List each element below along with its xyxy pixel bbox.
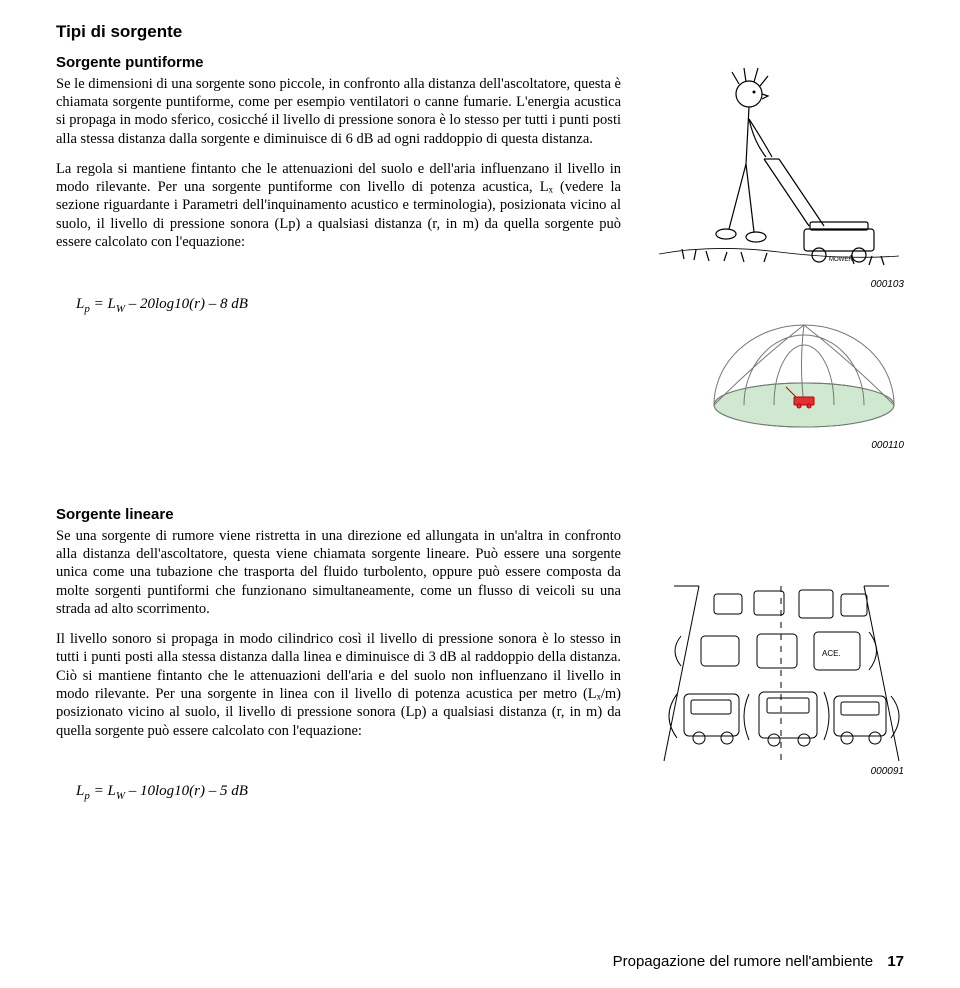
eq2-rhs1: = L	[90, 783, 116, 799]
eq1-rhs2: – 20log10(r) – 8 dB	[125, 296, 248, 312]
truck-label: ACE.	[822, 649, 841, 658]
section2-illustration: ACE. 000091	[637, 506, 904, 777]
fig1-code: 000103	[871, 279, 904, 290]
section2-subtitle: Sorgente lineare	[56, 506, 621, 525]
sphere-illustration-wrap: 000110	[56, 305, 904, 451]
page-footer: Propagazione del rumore nell'ambiente 17	[613, 953, 904, 970]
page: Tipi di sorgente Sorgente puntiforme Se …	[0, 0, 960, 988]
section2-text: Sorgente lineare Se una sorgente di rumo…	[56, 506, 621, 752]
section1-p1: Se le dimensioni di una sorgente sono pi…	[56, 75, 621, 148]
section2-p1: Se una sorgente di rumore viene ristrett…	[56, 527, 621, 618]
footer-chapter-title: Propagazione del rumore nell'ambiente	[613, 953, 874, 970]
section1-subtitle: Sorgente puntiforme	[56, 54, 621, 73]
section1-illustration: MOWER	[637, 54, 904, 290]
mower-cartoon-icon: MOWER	[654, 54, 904, 279]
section2-row: Sorgente lineare Se una sorgente di rumo…	[56, 506, 904, 777]
eq2-rhs2: – 10log10(r) – 5 dB	[125, 783, 248, 799]
section1-row: Sorgente puntiforme Se le dimensioni di …	[56, 54, 904, 290]
sphere-diagram-icon	[704, 305, 904, 435]
eq2-rhs1-sub: W	[116, 790, 125, 802]
fig-sphere-code: 000110	[704, 440, 904, 451]
mower-label: MOWER	[829, 257, 853, 263]
footer-page-number: 17	[887, 953, 904, 970]
traffic-cartoon-icon: ACE.	[659, 576, 904, 766]
eq1-rhs1: = L	[90, 296, 116, 312]
spacer	[56, 451, 904, 506]
section1-p2: La regola si mantiene fintanto che le at…	[56, 160, 621, 251]
eq1-rhs1-sub: W	[116, 303, 125, 315]
fig2-code: 000091	[871, 766, 904, 777]
section1-text: Sorgente puntiforme Se le dimensioni di …	[56, 54, 621, 263]
equation2: Lp = LW – 10log10(r) – 5 dB	[76, 783, 904, 802]
section-title: Tipi di sorgente	[56, 22, 904, 42]
section2-p2: Il livello sonoro si propaga in modo cil…	[56, 630, 621, 740]
